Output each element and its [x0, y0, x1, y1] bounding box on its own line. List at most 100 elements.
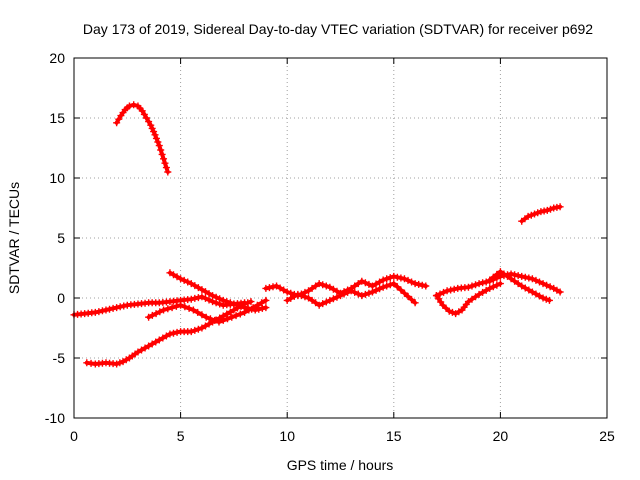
data-point: [147, 121, 155, 129]
data-point: [340, 290, 348, 298]
data-point: [493, 281, 501, 289]
y-axis-label: SDTVAR / TECUs: [6, 182, 22, 294]
data-point: [173, 273, 181, 281]
data-point: [390, 272, 398, 280]
data-point: [283, 288, 291, 296]
data-point: [301, 293, 309, 301]
data-point: [422, 282, 430, 290]
data-point: [365, 289, 373, 297]
y-tick-label: 10: [49, 170, 65, 186]
data-point: [404, 292, 412, 300]
data-point: [354, 290, 362, 298]
data-point: [253, 301, 261, 309]
data-point: [201, 294, 209, 302]
data-point: [468, 295, 476, 303]
data-point: [326, 296, 334, 304]
data-point: [464, 283, 472, 291]
data-point: [379, 283, 387, 291]
plot-frame: [73, 57, 608, 419]
data-point: [547, 205, 555, 213]
data-point: [486, 276, 494, 284]
data-point: [230, 300, 238, 308]
data-point: [337, 292, 344, 300]
data-point: [130, 101, 138, 109]
data-point: [528, 288, 536, 296]
data-point: [273, 282, 281, 290]
data-point: [319, 281, 327, 289]
data-point: [305, 294, 313, 302]
y-tick-label: -10: [45, 410, 65, 426]
data-point: [524, 212, 532, 220]
data-point: [209, 292, 217, 300]
data-point: [205, 290, 213, 298]
data-point: [142, 114, 150, 122]
x-tick-label: 0: [70, 428, 78, 444]
data-point: [386, 274, 394, 282]
data-point: [138, 107, 146, 115]
data-point: [262, 304, 270, 312]
data-point: [556, 288, 564, 296]
data-point: [194, 325, 202, 333]
data-point: [518, 282, 526, 290]
data-point: [109, 304, 117, 312]
data-point: [211, 316, 219, 324]
data-point: [489, 283, 497, 291]
data-point: [496, 268, 504, 276]
data-point: [152, 338, 160, 346]
data-point: [479, 279, 487, 287]
data-point: [185, 304, 193, 312]
data-point: [106, 305, 114, 313]
data-point: [443, 287, 451, 295]
data-point: [162, 164, 170, 172]
data-point: [315, 280, 323, 288]
data-point: [287, 294, 295, 302]
data-point: [166, 330, 174, 338]
data-point: [219, 296, 227, 304]
data-point: [543, 206, 551, 214]
data-point: [181, 303, 189, 311]
data-point: [180, 276, 188, 284]
data-point: [120, 302, 128, 310]
data-point: [205, 296, 213, 304]
data-point: [148, 311, 156, 319]
data-point: [468, 282, 476, 290]
data-point: [113, 119, 121, 127]
data-point: [354, 280, 362, 288]
data-point: [329, 295, 337, 303]
data-point: [361, 290, 369, 298]
data-point: [511, 277, 519, 285]
data-point: [400, 289, 408, 297]
data-point: [154, 138, 162, 146]
data-point: [115, 115, 123, 123]
data-point: [191, 294, 199, 302]
data-point: [322, 298, 330, 306]
data-point: [150, 128, 158, 136]
y-tick-label: 5: [57, 230, 65, 246]
data-point: [535, 278, 543, 286]
data-point: [532, 276, 540, 284]
data-point: [212, 293, 220, 301]
data-point: [160, 306, 168, 314]
chart-title: Day 173 of 2019, Sidereal Day-to-day VTE…: [83, 21, 593, 37]
data-point: [168, 304, 176, 312]
data-point: [308, 296, 316, 304]
data-point: [226, 308, 234, 316]
data-point: [482, 286, 490, 294]
data-point: [312, 282, 320, 290]
data-point: [198, 293, 206, 301]
data-point: [365, 280, 373, 288]
x-tick-label: 25: [599, 428, 615, 444]
series-arc-branch: [145, 296, 270, 326]
data-point: [140, 110, 148, 118]
plot-area: [70, 101, 564, 368]
data-point: [152, 310, 160, 318]
data-point: [545, 296, 553, 304]
data-point: [408, 296, 416, 304]
data-point: [216, 295, 224, 303]
data-point: [232, 312, 240, 320]
grid: [74, 58, 607, 418]
series-arc-right2: [486, 268, 553, 304]
data-point: [169, 329, 177, 337]
data-point: [247, 298, 255, 306]
data-point: [113, 304, 121, 312]
